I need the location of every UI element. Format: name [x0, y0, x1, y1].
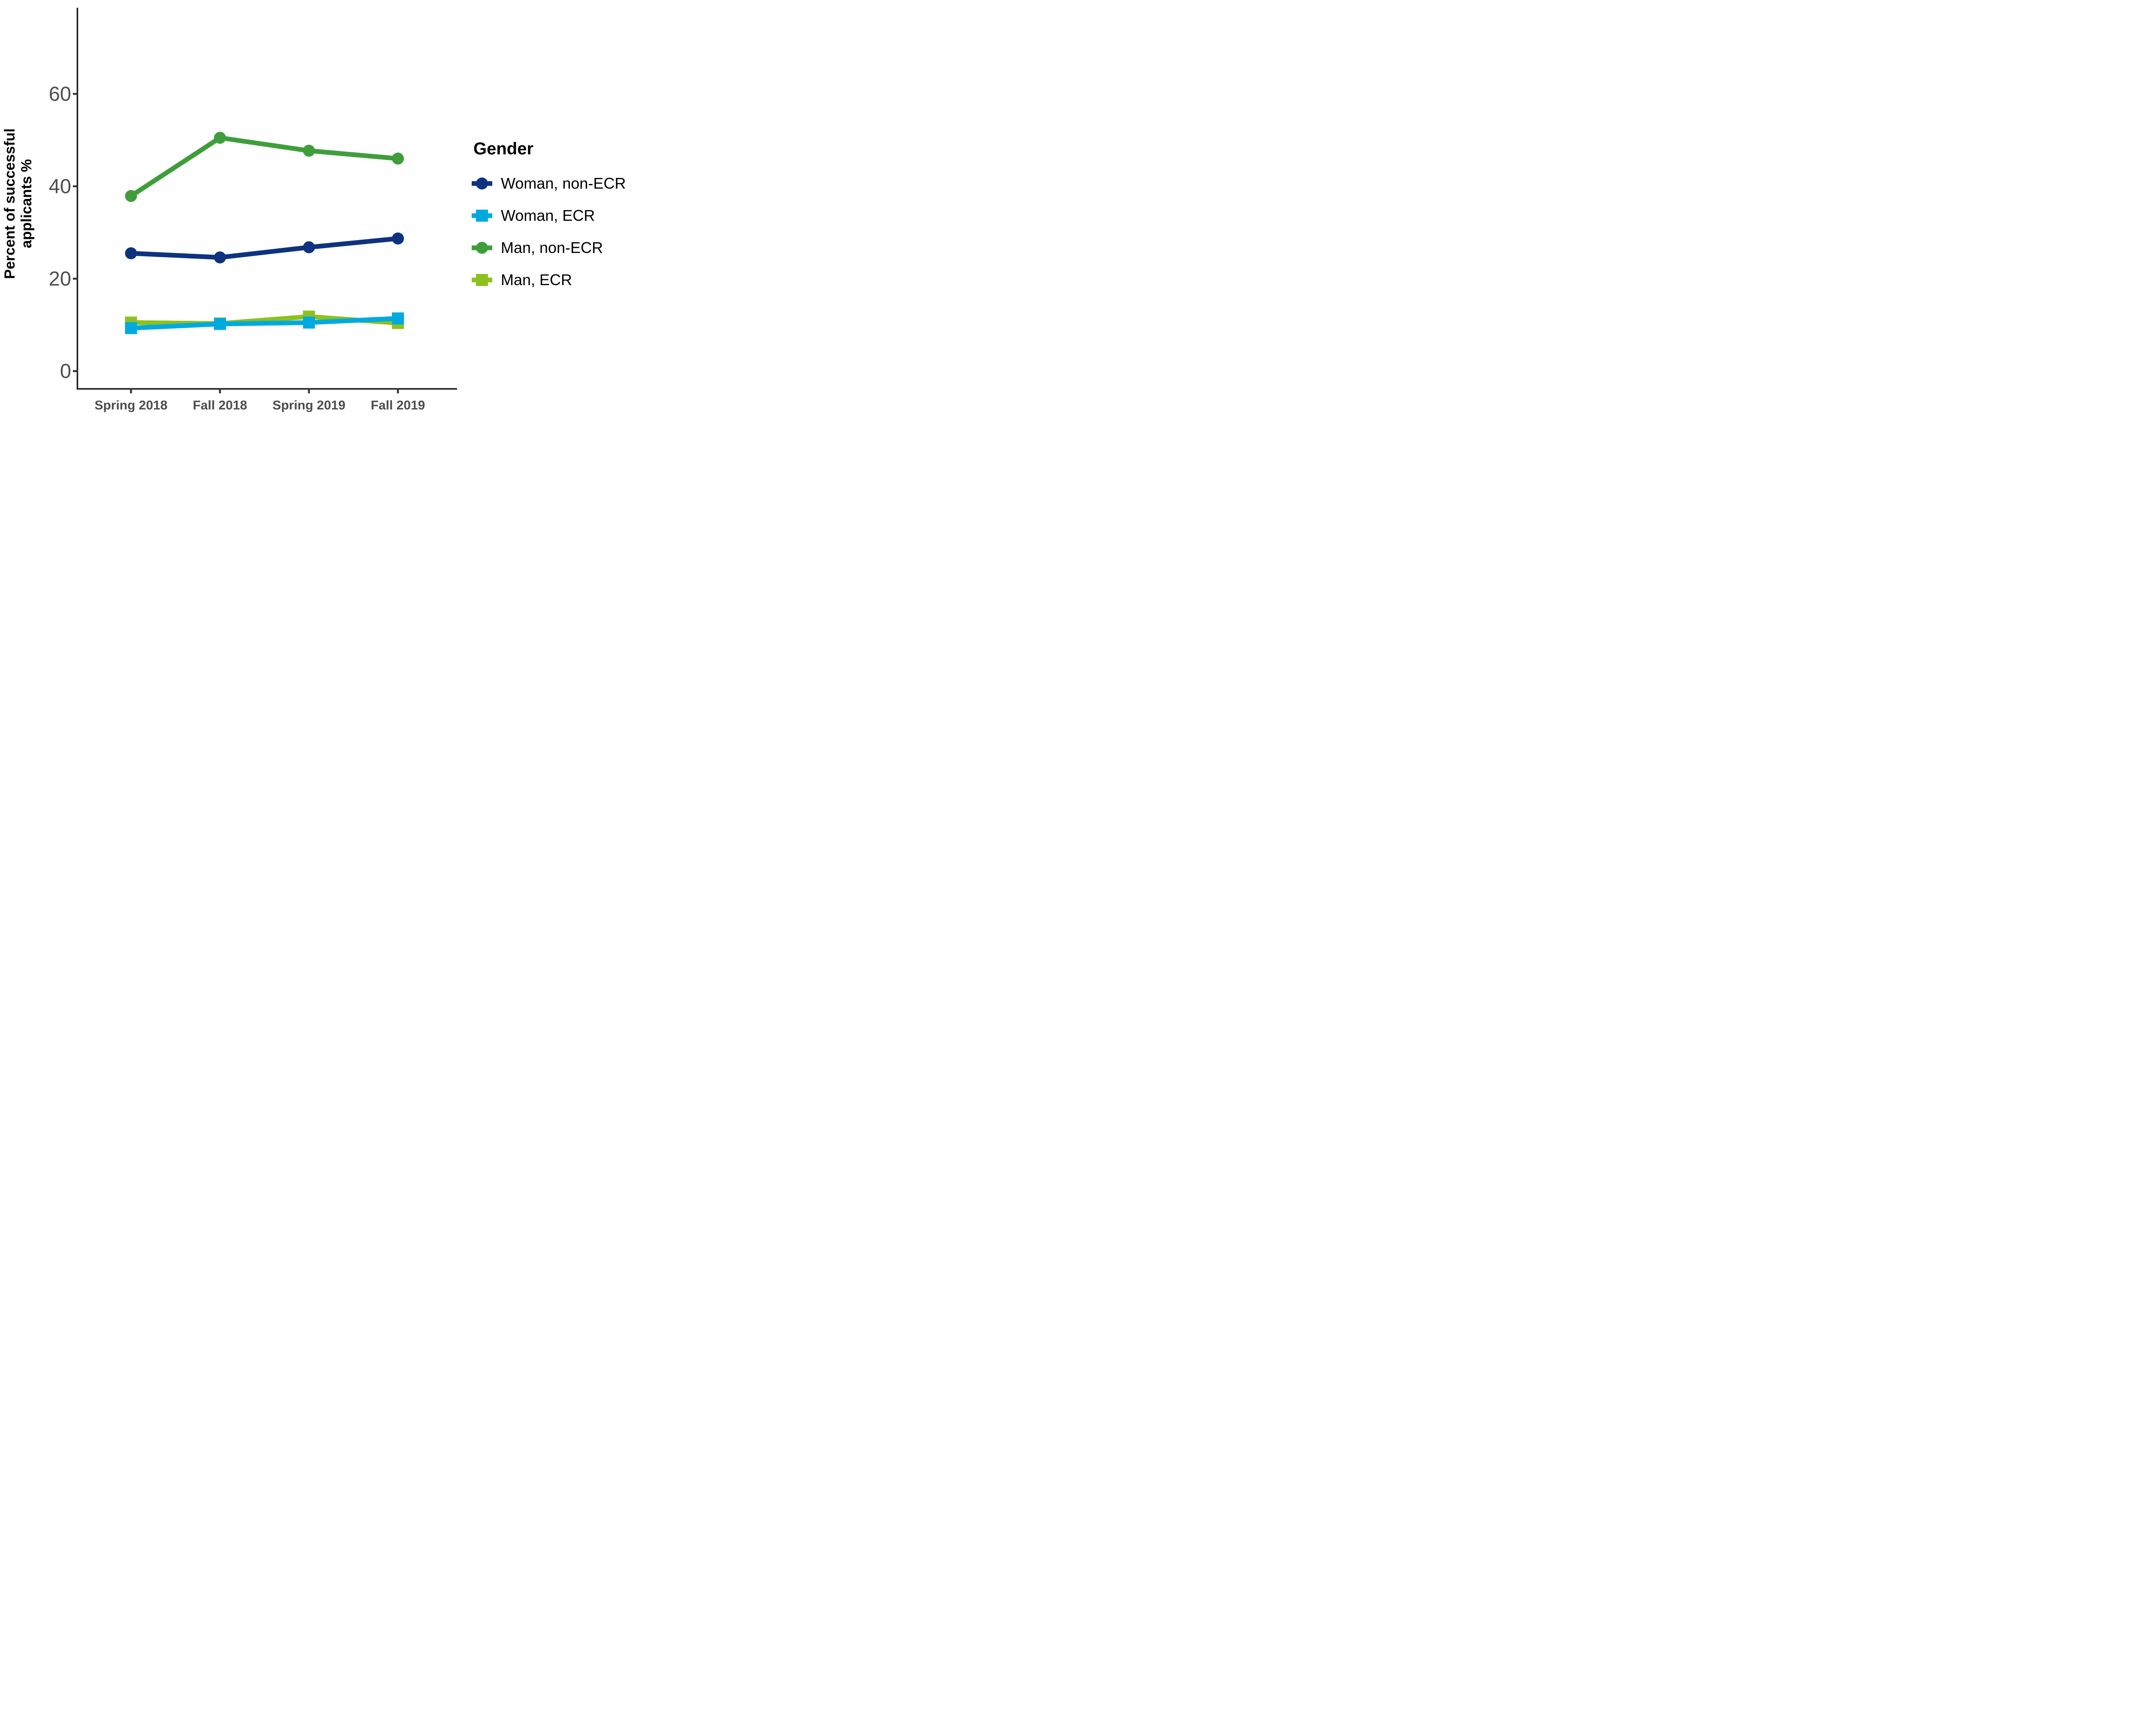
series-line-woman-ecr — [131, 316, 398, 331]
y-tick-label: 40 — [49, 175, 71, 198]
y-axis-title-line: applicants % — [18, 159, 35, 248]
data-point-man-non-ecr — [303, 144, 315, 157]
data-point-man-non-ecr — [392, 152, 404, 165]
legend-key-circle-icon — [472, 177, 492, 190]
series-line-woman-non-ecr — [131, 236, 398, 260]
data-point-man-non-ecr — [125, 190, 137, 202]
legend-marker-square-icon — [476, 209, 488, 222]
data-point-woman-ecr — [303, 316, 315, 329]
legend-item-woman-ecr: Woman, ECR — [472, 199, 626, 232]
data-point-woman-non-ecr — [303, 241, 315, 253]
data-point-woman-ecr — [392, 312, 404, 325]
chart: 0 20 40 60 Spring 2018 Fall 2018 Spring 2019 Fa… — [0, 0, 627, 434]
y-tick-label: 60 — [49, 82, 71, 105]
y-tick-label: 20 — [49, 267, 71, 290]
legend-marker-square-icon — [476, 274, 488, 286]
plot-svg: 0 20 40 60 Spring 2018 Fall 2018 Spring 2019 Fa… — [2, 8, 457, 412]
series-line-man-non-ecr — [129, 135, 398, 198]
legend-item-woman-non-ecr: Woman, non-ECR — [472, 167, 626, 199]
legend-marker-circle-icon — [476, 177, 488, 190]
axis-lines — [76, 8, 457, 390]
x-tick-label: Fall 2018 — [193, 398, 247, 412]
data-point-woman-non-ecr — [214, 251, 226, 264]
x-tick-label: Fall 2019 — [371, 398, 425, 412]
data-point-woman-non-ecr — [125, 247, 137, 259]
legend-item-label: Man, non-ECR — [501, 238, 603, 256]
x-tick-label: Spring 2018 — [94, 398, 167, 412]
data-point-woman-ecr — [125, 322, 137, 334]
legend-items: Woman, non-ECR Woman, ECR Man, non-ECR Man,… — [472, 167, 626, 296]
legend-key-square-icon — [472, 274, 492, 286]
legend-key-circle-icon — [472, 241, 492, 254]
legend-item-label: Woman, non-ECR — [501, 174, 626, 192]
data-point-woman-ecr — [214, 318, 226, 330]
legend-marker-circle-icon — [476, 241, 488, 254]
legend: Gender Woman, non-ECR Woman, ECR Man, non-… — [472, 139, 626, 296]
x-tick-label: Spring 2019 — [272, 398, 345, 412]
data-point-man-non-ecr — [214, 132, 226, 144]
legend-item-man-non-ecr: Man, non-ECR — [472, 232, 626, 264]
y-axis-title-line: Percent of successful — [2, 128, 18, 279]
data-point-woman-non-ecr — [392, 232, 404, 245]
legend-item-man-ecr: Man, ECR — [472, 264, 626, 296]
legend-title: Gender — [473, 139, 534, 158]
legend-item-label: Woman, ECR — [501, 206, 595, 224]
legend-item-label: Man, ECR — [501, 271, 572, 289]
y-tick-label: 0 — [60, 360, 71, 382]
legend-key-square-icon — [472, 209, 492, 222]
